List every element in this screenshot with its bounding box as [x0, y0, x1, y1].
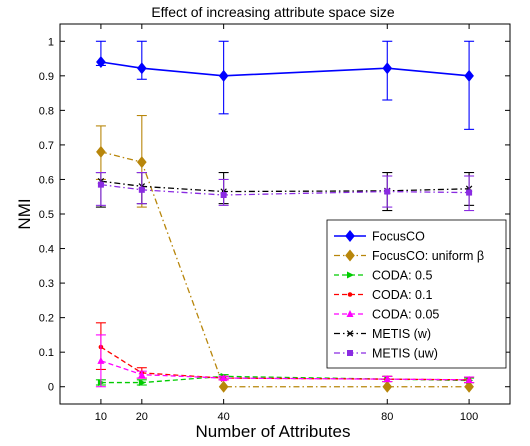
- data-point: [96, 145, 106, 158]
- data-point: [382, 380, 393, 393]
- data-point: [136, 62, 147, 75]
- y-tick-label: 0.4: [39, 244, 54, 256]
- y-tick-label: 0.9: [39, 71, 54, 83]
- data-point: [138, 186, 145, 193]
- data-point: [220, 374, 228, 382]
- data-point: [220, 192, 227, 198]
- series-1: [95, 40, 475, 130]
- y-tick-label: 1: [48, 36, 54, 48]
- legend-label: FocusCO: uniform β: [372, 249, 484, 263]
- data-point: [218, 380, 229, 393]
- data-point: [138, 370, 146, 378]
- y-tick-label: 0.7: [39, 140, 54, 152]
- legend-item: CODA: 0.1: [334, 288, 432, 302]
- legend-marker: [345, 249, 355, 262]
- y-tick-label: 0.3: [39, 278, 54, 290]
- data-point: [96, 56, 106, 68]
- series-line: [100, 61, 470, 77]
- legend-item: METIS (uw): [334, 347, 438, 361]
- data-point: [466, 189, 473, 196]
- series-line: [100, 180, 470, 193]
- y-tick-label: 0.6: [39, 174, 54, 186]
- x-axis-label: Number of Attributes: [196, 422, 351, 441]
- legend-label: METIS (w): [372, 327, 431, 341]
- legend-item: CODA: 0.05: [334, 308, 439, 322]
- series-line: [100, 360, 470, 381]
- data-point: [384, 188, 391, 195]
- legend-label: CODA: 0.1: [372, 288, 432, 302]
- legend-box: [326, 219, 507, 369]
- legend-label: METIS (uw): [372, 347, 438, 361]
- legend-marker: [345, 230, 355, 242]
- legend-marker: [347, 271, 354, 279]
- legend-item: METIS (w): [334, 327, 431, 341]
- y-tick-label: 0.5: [39, 209, 54, 221]
- legend-item: FocusCO: [334, 230, 425, 244]
- y-tick-label: 0: [48, 382, 54, 394]
- data-point: [382, 62, 393, 75]
- series-7: [95, 171, 475, 212]
- legend-label: CODA: 0.05: [372, 308, 439, 322]
- legend-marker: [346, 330, 354, 337]
- data-point: [464, 380, 474, 393]
- data-point: [218, 69, 229, 82]
- series-layer: [95, 40, 475, 393]
- legend-marker: [347, 292, 353, 297]
- legend-item: FocusCO: uniform β: [334, 249, 484, 263]
- legend-marker: [346, 310, 354, 317]
- data-point: [136, 156, 147, 169]
- x-axis: 10 20 40 80 100: [95, 24, 478, 423]
- legend-label: CODA: 0.5: [372, 269, 432, 283]
- data-point: [97, 181, 104, 188]
- x-tick-label: 10: [95, 411, 107, 423]
- data-point: [97, 356, 105, 364]
- data-point: [383, 375, 391, 383]
- legend: FocusCO FocusCO: uniform β CODA: 0.5 CODA: …: [326, 219, 507, 369]
- y-tick-label: 0.1: [39, 347, 54, 359]
- chart-title: Effect of increasing attribute space siz…: [151, 4, 395, 20]
- legend-item: CODA: 0.5: [334, 269, 432, 283]
- series-line: [100, 151, 470, 388]
- data-point: [464, 69, 474, 82]
- y-axis-label: NMI: [15, 198, 34, 229]
- x-tick-label: 100: [460, 411, 478, 423]
- legend-label: FocusCO: [372, 230, 425, 244]
- data-point: [138, 379, 146, 387]
- y-tick-label: 0.2: [39, 313, 54, 325]
- data-point: [465, 375, 473, 383]
- x-tick-label: 20: [136, 411, 148, 423]
- series-5: [95, 334, 475, 388]
- x-tick-label: 40: [218, 411, 230, 423]
- y-axis: 0 0.1 0.2 0.3 0.4 0.5 0.6 0.7 0.8 0.9 1: [39, 36, 510, 394]
- y-tick-label: 0.8: [39, 105, 54, 117]
- x-tick-label: 80: [381, 411, 393, 423]
- legend-marker: [347, 350, 353, 356]
